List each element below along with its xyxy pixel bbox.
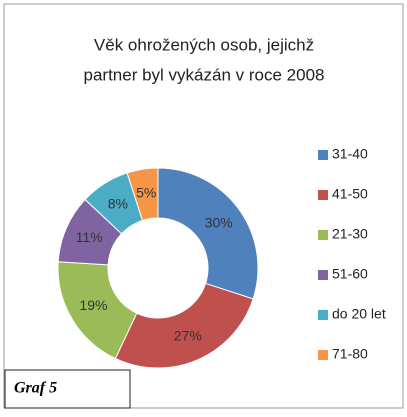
legend-swatch <box>318 350 328 360</box>
donut-slice <box>157 167 259 300</box>
legend-swatch <box>318 270 328 280</box>
legend-swatch <box>318 190 328 200</box>
caption: Graf 5 <box>14 380 57 397</box>
chart-title: partner byl vykázán v roce 2008 <box>84 65 325 84</box>
legend-label: 71-80 <box>332 346 368 362</box>
chart-title: Věk ohrožených osob, jejichž <box>94 35 314 54</box>
legend-label: do 20 let <box>332 306 386 322</box>
legend-swatch <box>318 150 328 160</box>
donut-slice <box>126 167 159 222</box>
data-label: 30% <box>205 215 233 231</box>
data-label: 5% <box>136 185 156 201</box>
donut-slice <box>114 282 254 369</box>
legend-label: 31-40 <box>332 146 368 162</box>
data-label: 11% <box>76 229 103 245</box>
data-label: 19% <box>79 297 107 313</box>
data-label: 27% <box>174 328 202 344</box>
legend-swatch <box>318 230 328 240</box>
legend-label: 21-30 <box>332 226 368 242</box>
legend-swatch <box>318 310 328 320</box>
legend-label: 51-60 <box>332 266 368 282</box>
caption-box <box>4 369 131 409</box>
data-label: 8% <box>108 195 128 211</box>
legend-label: 41-50 <box>332 186 368 202</box>
